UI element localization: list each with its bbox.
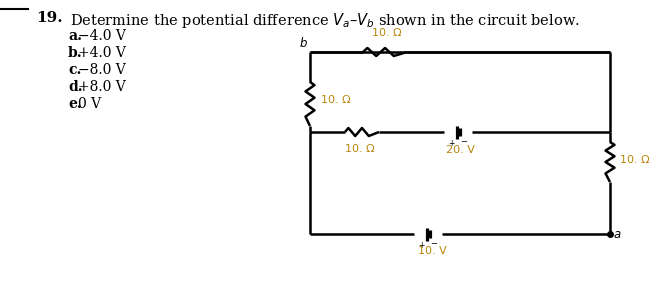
- Text: c.: c.: [68, 63, 81, 77]
- Text: a: a: [614, 228, 621, 240]
- Text: +8.0 V: +8.0 V: [78, 80, 126, 94]
- Text: d.: d.: [68, 80, 83, 94]
- Text: −: −: [431, 239, 437, 248]
- Text: Determine the potential difference $V_a–V_b$ shown in the circuit below.: Determine the potential difference $V_a–…: [70, 11, 580, 30]
- Text: +: +: [448, 139, 454, 148]
- Text: 10. Ω: 10. Ω: [345, 144, 375, 154]
- Text: 10. Ω: 10. Ω: [321, 95, 351, 105]
- Text: a.: a.: [68, 29, 82, 43]
- Text: 10. Ω: 10. Ω: [620, 155, 650, 165]
- Text: 0 V: 0 V: [78, 97, 101, 111]
- Text: 10. Ω: 10. Ω: [372, 28, 402, 38]
- Text: −: −: [460, 137, 468, 146]
- Text: 20. V: 20. V: [446, 145, 474, 155]
- Text: −4.0 V: −4.0 V: [78, 29, 126, 43]
- Text: 19.: 19.: [36, 11, 62, 25]
- Text: +4.0 V: +4.0 V: [78, 46, 126, 60]
- Text: e.: e.: [68, 97, 82, 111]
- Text: −8.0 V: −8.0 V: [78, 63, 126, 77]
- Text: +: +: [418, 241, 425, 250]
- Text: b.: b.: [68, 46, 83, 60]
- Text: b: b: [300, 37, 307, 50]
- Text: 10. V: 10. V: [417, 246, 446, 256]
